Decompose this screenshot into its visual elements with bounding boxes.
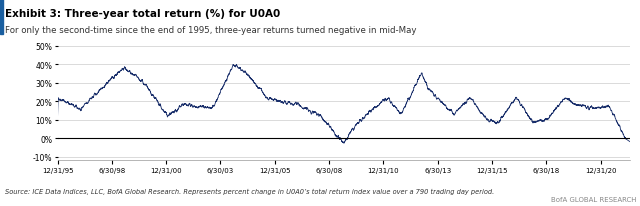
Text: Source: ICE Data Indices, LLC, BofA Global Research. Represents percent change i: Source: ICE Data Indices, LLC, BofA Glob… [5,187,494,194]
Bar [0,0,3,35]
Text: For only the second-time since the end of 1995, three-year returns turned negati: For only the second-time since the end o… [5,26,417,35]
Text: Exhibit 3: Three-year total return (%) for U0A0: Exhibit 3: Three-year total return (%) f… [5,9,280,19]
Text: BofA GLOBAL RESEARCH: BofA GLOBAL RESEARCH [551,196,637,202]
